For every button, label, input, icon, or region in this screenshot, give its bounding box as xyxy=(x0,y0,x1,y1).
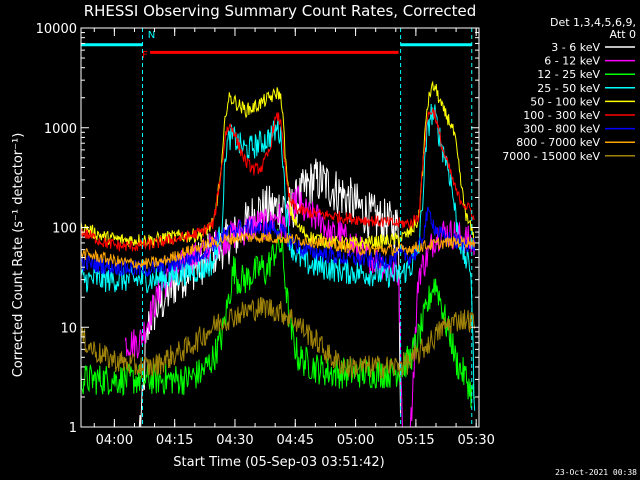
legend-label-8: 7000 - 15000 keV xyxy=(502,150,600,163)
x-tick-label-4: 05:00 xyxy=(337,433,374,448)
y-tick-label-3: 1000 xyxy=(44,122,77,137)
legend-label-2: 12 - 25 keV xyxy=(537,68,600,81)
x-tick-label-6: 05:30 xyxy=(457,433,494,448)
x-tick-label-0: 04:00 xyxy=(96,433,133,448)
series-line-8 xyxy=(80,296,476,380)
y-tick-label-0: 1 xyxy=(69,421,77,436)
x-tick-label-5: 05:15 xyxy=(397,433,434,448)
series-line-6 xyxy=(80,206,476,278)
legend-label-0: 3 - 6 keV xyxy=(551,41,600,54)
legend-label-7: 800 - 7000 keV xyxy=(516,136,600,149)
legend-label-5: 100 - 300 keV xyxy=(523,109,600,122)
x-tick-label-3: 04:45 xyxy=(277,433,314,448)
chart-title: RHESSI Observing Summary Count Rates, Co… xyxy=(84,2,477,20)
y-tick-label-4: 10000 xyxy=(36,22,77,37)
series-line-7 xyxy=(80,231,476,270)
x-tick-label-2: 04:30 xyxy=(216,433,253,448)
footer-date: 23-Oct-2021 00:38 xyxy=(555,468,637,477)
y-tick-label-2: 100 xyxy=(52,222,77,237)
series-line-0 xyxy=(138,158,401,428)
legend-label-3: 25 - 50 keV xyxy=(537,82,600,95)
attenuator-info: Att 0 xyxy=(610,28,636,41)
axis-layer: 04:00 04:15 04:30 04:45 05:00 05:15 05:30 1 10 10… xyxy=(36,22,495,448)
y-tick-label-1: 10 xyxy=(60,321,77,336)
x-tick-label-1: 04:15 xyxy=(156,433,193,448)
y-axis-label: Corrected Count Rate (s⁻¹ detector⁻¹) xyxy=(11,133,26,378)
detector-info: Det 1,3,4,5,6,9, xyxy=(550,16,636,29)
x-axis-label: Start Time (05-Sep-03 03:51:42) xyxy=(173,455,384,470)
legend-label-4: 50 - 100 keV xyxy=(530,95,600,108)
night-flag-label: N xyxy=(148,30,155,41)
legend-label-6: 300 - 800 keV xyxy=(523,123,600,136)
legend-label-1: 6 - 12 keV xyxy=(544,55,600,68)
series-line-2 xyxy=(80,228,476,408)
series-layer xyxy=(80,80,476,428)
flare-flag-label: F xyxy=(142,50,148,61)
flag-layer: NF xyxy=(81,28,473,427)
series-line-5 xyxy=(81,108,475,252)
